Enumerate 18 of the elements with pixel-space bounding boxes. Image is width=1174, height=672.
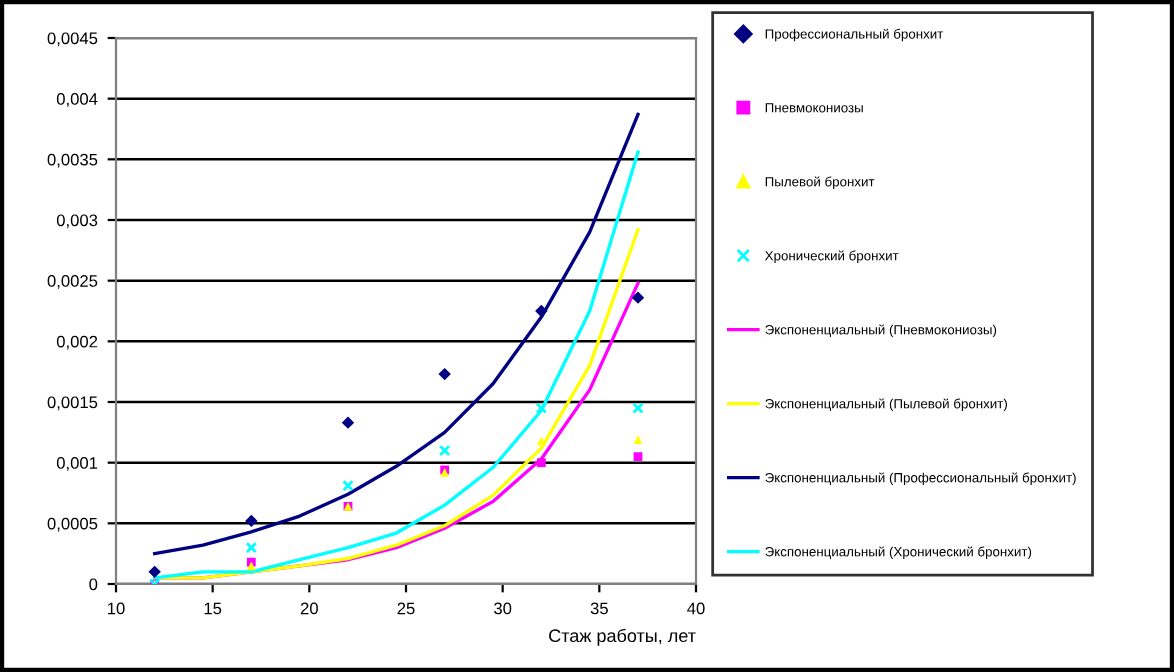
x-axis-title: Стаж работы, лет [549, 628, 696, 646]
y-tick-label: 0,002 [56, 335, 98, 350]
x-tick-label: 10 [108, 602, 125, 615]
y-tick-label: 0 [89, 578, 98, 591]
x-tick-label: 25 [397, 602, 415, 615]
x-tick-label: 35 [590, 602, 608, 615]
x-tick-label: 30 [494, 602, 512, 615]
x-tick-label: 40 [687, 602, 705, 615]
y-tick-label: 0,0005 [47, 517, 98, 532]
y-tick-label: 0,001 [56, 457, 98, 471]
x-tick-label: 20 [300, 602, 318, 615]
y-tick-label: 0,0015 [47, 396, 98, 411]
y-tick-label: 0,0025 [47, 275, 98, 289]
x-tick-label: 15 [204, 602, 222, 615]
y-tick-label: 0,0045 [47, 32, 98, 47]
y-tick-label: 0,003 [56, 214, 98, 229]
y-tick-label: 0,004 [56, 93, 98, 107]
y-tick-label: 0,0035 [47, 153, 98, 168]
